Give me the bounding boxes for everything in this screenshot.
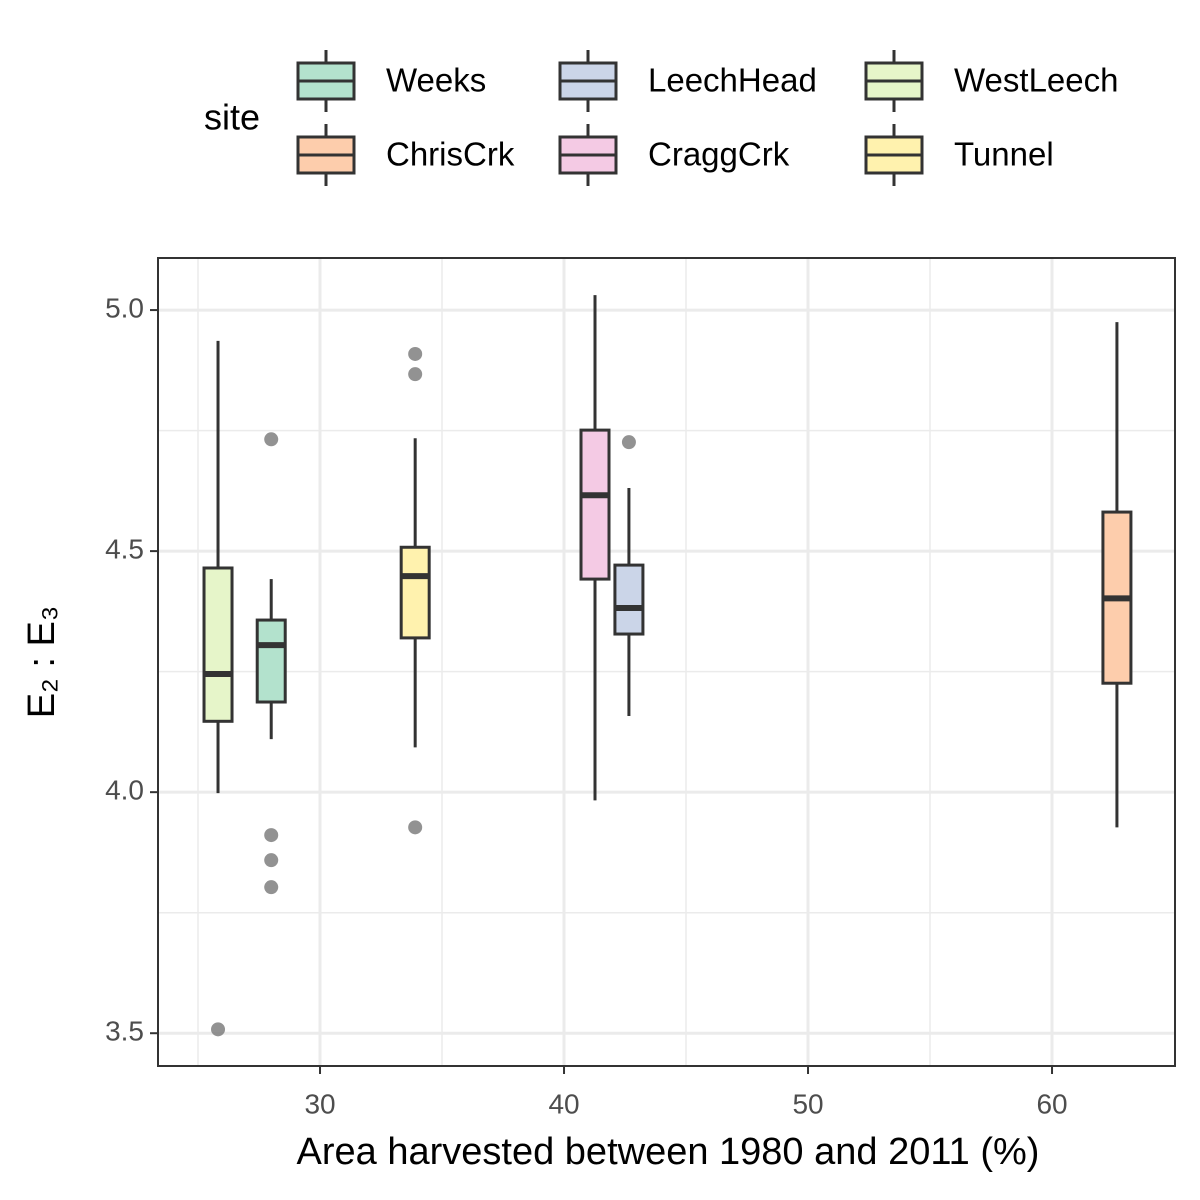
y-tick-label: 4.0	[105, 775, 144, 806]
outlier	[264, 432, 279, 447]
outlier	[264, 880, 279, 895]
outlier	[264, 828, 279, 843]
box	[255, 618, 287, 704]
outlier	[408, 346, 423, 361]
y-tick-label: 5.0	[105, 292, 144, 323]
x-axis-label: Area harvested between 1980 and 2011 (%)	[297, 1131, 1040, 1173]
legend-label: ChrisCrk	[386, 136, 515, 173]
x-tick-label: 60	[1036, 1088, 1067, 1119]
x-tick-label: 30	[304, 1088, 335, 1119]
legend-label: Weeks	[386, 62, 486, 99]
box	[399, 545, 431, 640]
legend-label: LeechHead	[648, 62, 817, 99]
y-tick-label: 3.5	[105, 1016, 144, 1047]
legend-title: site	[204, 97, 260, 138]
y-axis-label: E₂ : E₃	[21, 606, 63, 719]
outlier	[211, 1022, 226, 1037]
legend-label: WestLeech	[954, 62, 1118, 99]
outlier	[408, 820, 423, 835]
x-tick-label: 40	[548, 1088, 579, 1119]
outlier	[408, 367, 423, 382]
outlier	[264, 853, 279, 868]
panel-border	[157, 257, 1176, 1067]
legend-label: Tunnel	[954, 136, 1054, 173]
outlier	[621, 435, 636, 450]
legend-label: CraggCrk	[648, 136, 790, 173]
x-tick-label: 50	[792, 1088, 823, 1119]
box	[202, 566, 234, 723]
box	[613, 563, 645, 636]
y-tick-label: 4.5	[105, 534, 144, 565]
box	[579, 428, 611, 581]
